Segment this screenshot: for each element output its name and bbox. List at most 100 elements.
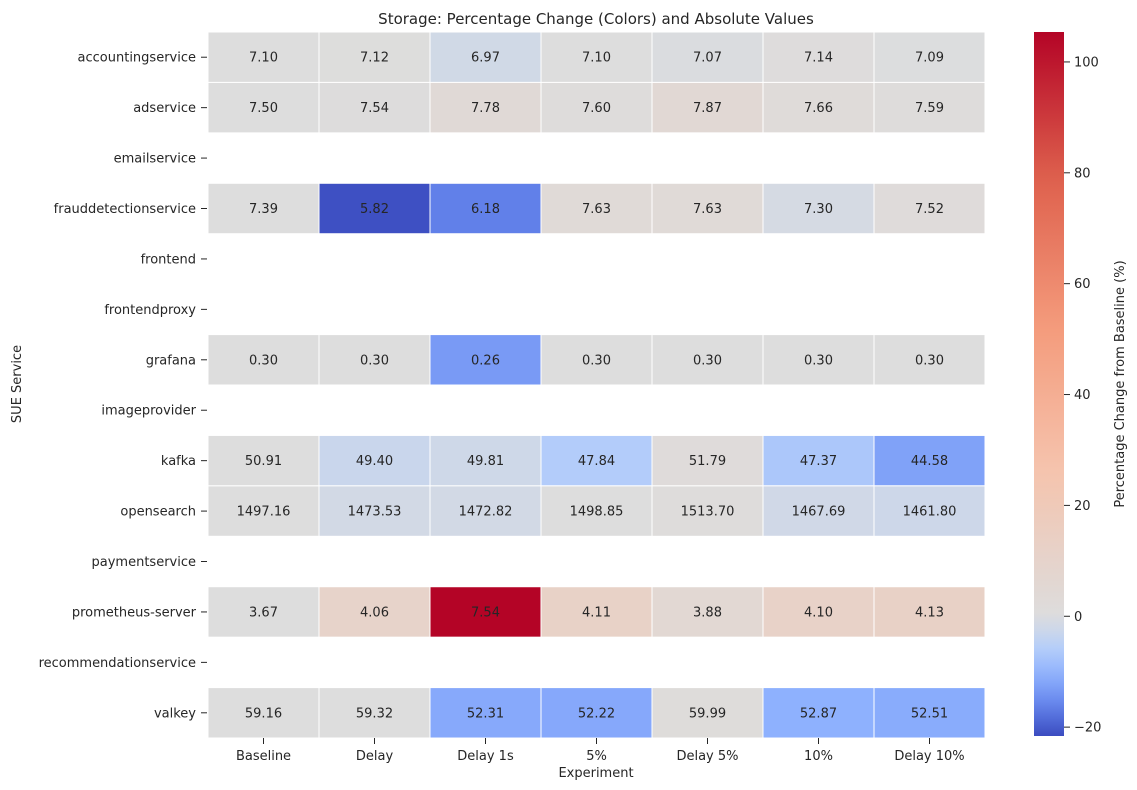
cell-value-label: 6.97 — [471, 51, 500, 66]
heatmap-cell — [207, 485, 320, 537]
cell-value-label: 47.37 — [800, 454, 837, 469]
cell-value-label: 52.51 — [911, 706, 948, 721]
cell-value-label: 47.84 — [578, 454, 615, 469]
cell-value-label: 52.22 — [578, 706, 615, 721]
cell-value-label: 7.78 — [471, 101, 500, 116]
row-labels: accountingservice adservice emailservice fr… — [39, 51, 207, 721]
heatmap-cell — [429, 434, 542, 487]
cell-value-label: 0.30 — [693, 353, 722, 368]
row-label: kafka — [161, 454, 196, 469]
cell-value-label: 49.81 — [467, 454, 504, 469]
heatmap-cell — [762, 31, 875, 83]
cell-value-label: 4.06 — [360, 605, 389, 620]
heatmap-cell — [540, 334, 653, 386]
cell-value-label: 7.50 — [249, 101, 278, 116]
heatmap-cell — [762, 586, 875, 638]
row-label: adservice — [133, 101, 196, 116]
heatmap-cell — [318, 485, 431, 537]
cell-value-label: 1498.85 — [570, 505, 624, 520]
cell-value-label: 44.58 — [911, 454, 948, 469]
heatmap-cell — [318, 687, 431, 739]
cell-value-label: 0.26 — [471, 353, 500, 368]
cell-value-label: 7.59 — [915, 101, 944, 116]
cell-value-label: 7.54 — [471, 605, 500, 620]
cell-value-label: 7.09 — [915, 51, 944, 66]
heatmap-cell — [429, 182, 542, 235]
heatmap-cell — [207, 81, 320, 134]
heatmap-cell — [429, 485, 542, 537]
row-label: accountingservice — [78, 51, 196, 66]
colorbar-tick-label: 20 — [1074, 499, 1091, 514]
heatmap-cell — [873, 182, 986, 235]
cell-value-label: 3.88 — [693, 605, 722, 620]
heatmap-cell — [762, 182, 875, 235]
heatmap-cell — [540, 586, 653, 638]
cell-value-label: 7.30 — [804, 202, 833, 217]
heatmap-cells: 7.10 7.12 6.97 7.10 7.07 7.14 7.09 7.50 7.54 7.78… — [207, 31, 986, 739]
cell-value-label: 4.13 — [915, 605, 944, 620]
cell-value-label: 7.63 — [693, 202, 722, 217]
row-label: emailservice — [114, 152, 196, 167]
colorbar-tick-label: 40 — [1074, 388, 1091, 403]
cell-value-label: 59.16 — [245, 706, 282, 721]
colorbar-ticks: −20 0 20 40 60 80 100 — [1064, 55, 1101, 736]
heatmap-cell — [318, 81, 431, 134]
column-label: Delay 10% — [894, 749, 964, 764]
cell-value-label: 7.10 — [249, 51, 278, 66]
column-label: 10% — [804, 749, 833, 764]
column-label: 5% — [586, 749, 607, 764]
chart-title: Storage: Percentage Change (Colors) and … — [378, 10, 814, 28]
heatmap-cell — [762, 81, 875, 134]
heatmap-cell — [429, 81, 542, 134]
cell-value-label: 1497.16 — [237, 505, 291, 520]
row-label: recommendationservice — [39, 656, 196, 671]
cell-value-label: 7.66 — [804, 101, 833, 116]
colorbar-tick-label: −20 — [1074, 721, 1101, 736]
column-label: Baseline — [236, 749, 291, 764]
y-axis-label: SUE Service — [10, 345, 25, 423]
cell-value-label: 7.10 — [582, 51, 611, 66]
cell-value-label: 0.30 — [249, 353, 278, 368]
heatmap-cell — [540, 485, 653, 537]
heatmap-cell — [651, 182, 764, 235]
cell-value-label: 59.32 — [356, 706, 393, 721]
heatmap-cell — [318, 334, 431, 386]
heatmap-cell — [873, 434, 986, 487]
column-label: Delay 5% — [676, 749, 738, 764]
cell-value-label: 1473.53 — [348, 505, 402, 520]
cell-value-label: 52.87 — [800, 706, 837, 721]
heatmap-cell — [873, 485, 986, 537]
row-label: grafana — [146, 353, 196, 368]
heatmap-cell — [207, 687, 320, 739]
colorbar-tick-label: 0 — [1074, 610, 1082, 625]
heatmap-cell — [651, 485, 764, 537]
cell-value-label: 5.82 — [360, 202, 389, 217]
row-label: frontend — [141, 252, 196, 267]
row-label: frontendproxy — [104, 303, 196, 318]
row-label: paymentservice — [92, 555, 196, 570]
row-label: imageprovider — [101, 404, 196, 419]
cell-value-label: 0.30 — [360, 353, 389, 368]
cell-value-label: 0.30 — [915, 353, 944, 368]
cell-value-label: 7.63 — [582, 202, 611, 217]
cell-value-label: 52.31 — [467, 706, 504, 721]
colorbar-tick-label: 100 — [1074, 55, 1099, 70]
heatmap-cell — [762, 485, 875, 537]
heatmap-cell — [540, 31, 653, 83]
colorbar — [1034, 32, 1064, 736]
heatmap-cell — [873, 334, 986, 386]
colorbar-tick-label: 60 — [1074, 277, 1091, 292]
cell-value-label: 50.91 — [245, 454, 282, 469]
column-labels: Baseline Delay Delay 1s 5% Delay 5% 10% Delay … — [236, 738, 965, 764]
x-axis-label: Experiment — [558, 766, 633, 781]
cell-value-label: 59.99 — [689, 706, 726, 721]
heatmap-cell — [318, 31, 431, 83]
cell-value-label: 4.10 — [804, 605, 833, 620]
cell-value-label: 1467.69 — [792, 505, 846, 520]
cell-value-label: 7.54 — [360, 101, 389, 116]
heatmap-cell — [873, 586, 986, 638]
cell-value-label: 7.52 — [915, 202, 944, 217]
cell-value-label: 7.07 — [693, 51, 722, 66]
column-label: Delay 1s — [457, 749, 514, 764]
